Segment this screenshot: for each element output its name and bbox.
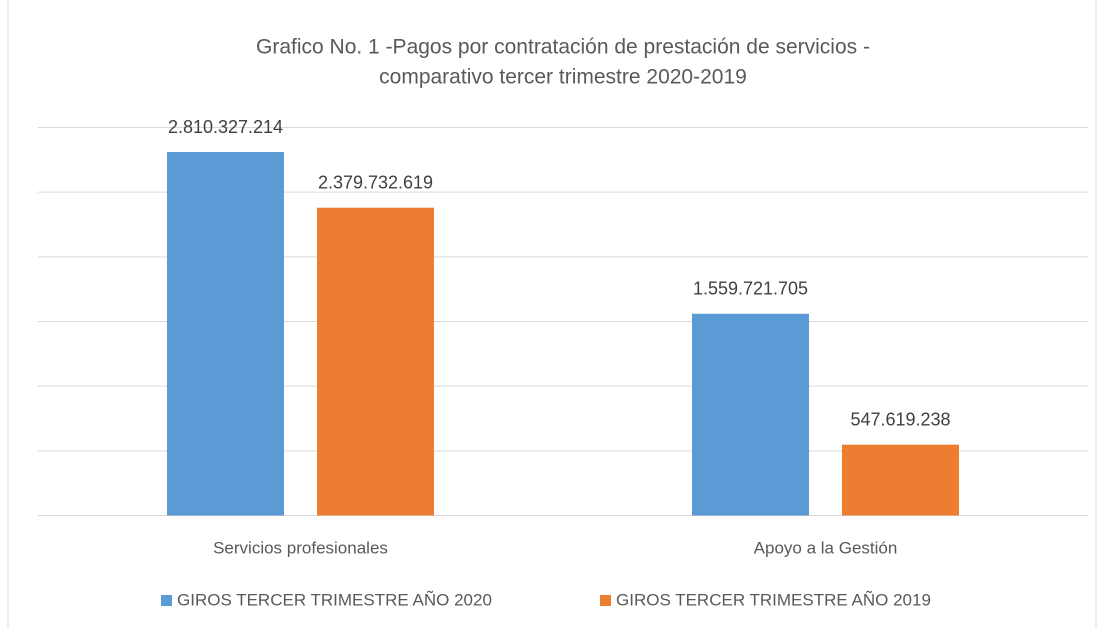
bar	[167, 152, 284, 516]
legend-label: GIROS TERCER TRIMESTRE AÑO 2019	[616, 590, 931, 609]
data-label: 547.619.238	[850, 409, 950, 429]
bar	[692, 313, 809, 516]
data-label: 1.559.721.705	[693, 279, 808, 299]
chart-title: comparativo tercer trimestre 2020-2019	[379, 66, 747, 89]
x-tick-label: Apoyo a la Gestión	[754, 538, 898, 557]
legend-swatch	[600, 595, 611, 606]
legend-swatch	[161, 595, 172, 606]
legend-label: GIROS TERCER TRIMESTRE AÑO 2020	[177, 590, 492, 609]
data-label: 2.379.732.619	[318, 172, 433, 192]
data-label: 2.810.327.214	[168, 117, 283, 137]
bar	[317, 207, 434, 516]
x-tick-label: Servicios profesionales	[213, 538, 388, 557]
bar	[842, 444, 959, 516]
chart-title: Grafico No. 1 -Pagos por contratación de…	[256, 36, 870, 59]
